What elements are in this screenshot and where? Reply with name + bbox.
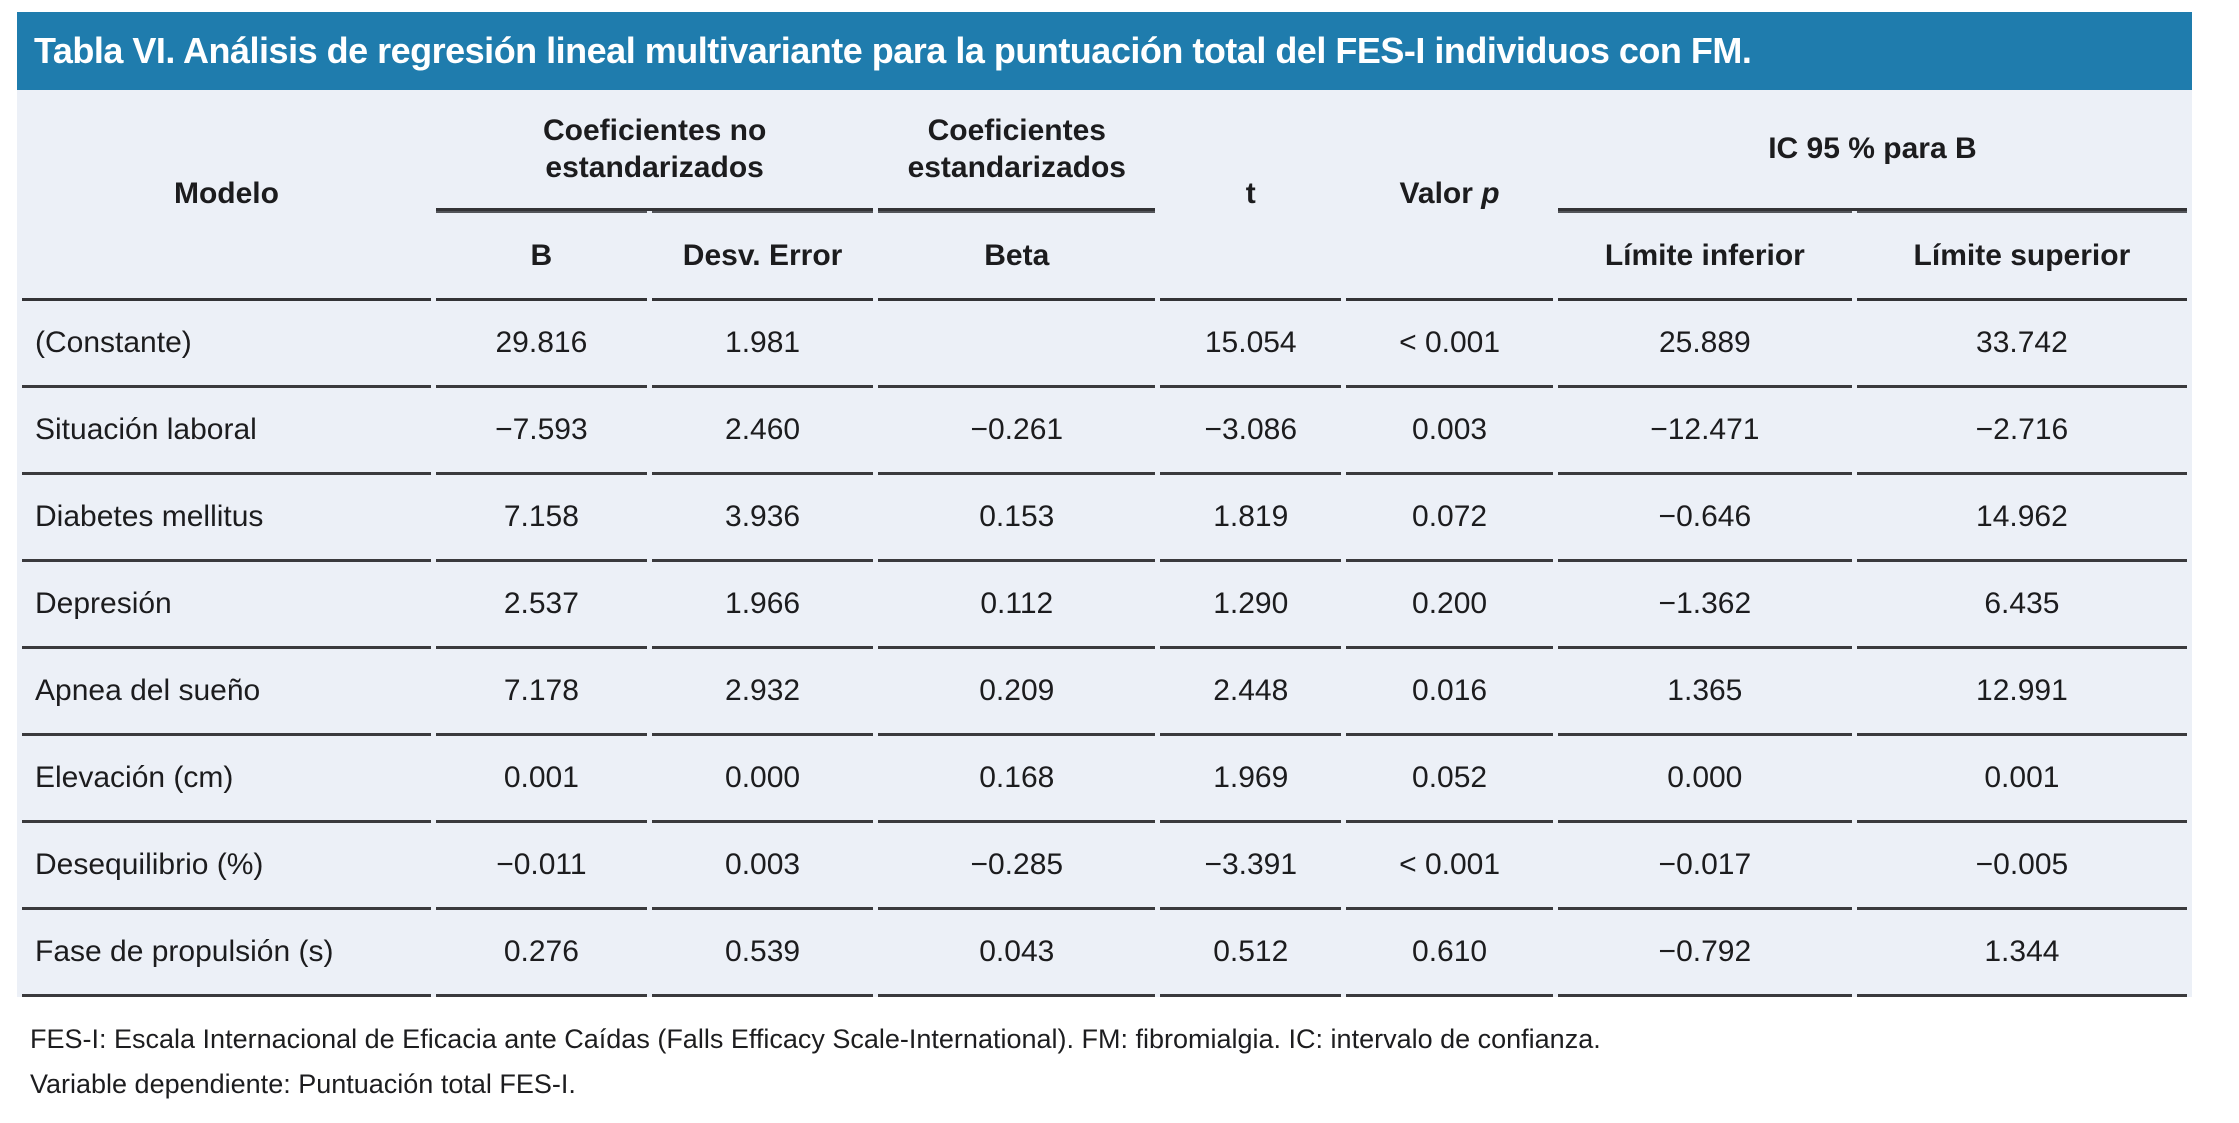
cell-beta: 0.168	[878, 736, 1156, 823]
cell-valor-p: < 0.001	[1346, 301, 1553, 388]
cell-modelo: Apnea del sueño	[22, 649, 431, 736]
header-limite-superior: Límite superior	[1856, 211, 2187, 301]
table-body: (Constante) 29.816 1.981 15.054 < 0.001 …	[22, 301, 2187, 997]
cell-desv-error: 0.000	[651, 736, 874, 823]
table-footnotes: FES-I: Escala Internacional de Eficacia …	[17, 1017, 2192, 1107]
cell-b: −0.011	[435, 823, 647, 910]
cell-limite-inferior: 25.889	[1557, 301, 1852, 388]
header-valor-p: Valor p	[1346, 90, 1553, 301]
cell-modelo: Fase de propulsión (s)	[22, 910, 431, 997]
header-desv-error: Desv. Error	[651, 211, 874, 301]
cell-beta: 0.043	[878, 910, 1156, 997]
cell-t: 1.290	[1160, 562, 1342, 649]
cell-valor-p: 0.200	[1346, 562, 1553, 649]
footnote-abbreviations: FES-I: Escala Internacional de Eficacia …	[30, 1024, 1601, 1054]
cell-modelo: Depresión	[22, 562, 431, 649]
cell-limite-superior: −2.716	[1856, 388, 2187, 475]
cell-valor-p: 0.003	[1346, 388, 1553, 475]
cell-b: 7.178	[435, 649, 647, 736]
table-title: Tabla VI. Análisis de regresión lineal m…	[34, 30, 1752, 71]
cell-b: −7.593	[435, 388, 647, 475]
cell-beta	[878, 301, 1156, 388]
cell-modelo: (Constante)	[22, 301, 431, 388]
cell-limite-superior: 14.962	[1856, 475, 2187, 562]
footnote-dependent-variable: Variable dependiente: Puntuación total F…	[30, 1069, 576, 1099]
cell-valor-p: < 0.001	[1346, 823, 1553, 910]
cell-valor-p: 0.052	[1346, 736, 1553, 823]
header-beta: Beta	[878, 211, 1156, 301]
cell-t: 1.819	[1160, 475, 1342, 562]
cell-limite-inferior: 1.365	[1557, 649, 1852, 736]
cell-b: 29.816	[435, 301, 647, 388]
cell-limite-superior: 0.001	[1856, 736, 2187, 823]
cell-desv-error: 1.966	[651, 562, 874, 649]
cell-limite-superior: 33.742	[1856, 301, 2187, 388]
table-row: (Constante) 29.816 1.981 15.054 < 0.001 …	[22, 301, 2187, 388]
table-title-bar: Tabla VI. Análisis de regresión lineal m…	[17, 12, 2192, 90]
cell-limite-inferior: −1.362	[1557, 562, 1852, 649]
cell-t: 1.969	[1160, 736, 1342, 823]
cell-limite-inferior: −0.017	[1557, 823, 1852, 910]
table-row: Situación laboral −7.593 2.460 −0.261 −3…	[22, 388, 2187, 475]
cell-t: 15.054	[1160, 301, 1342, 388]
cell-beta: 0.153	[878, 475, 1156, 562]
cell-t: −3.086	[1160, 388, 1342, 475]
header-ic95-para-b: IC 95 % para B	[1557, 90, 2187, 211]
table-row: Apnea del sueño 7.178 2.932 0.209 2.448 …	[22, 649, 2187, 736]
cell-desv-error: 3.936	[651, 475, 874, 562]
cell-valor-p: 0.072	[1346, 475, 1553, 562]
cell-b: 2.537	[435, 562, 647, 649]
header-b: B	[435, 211, 647, 301]
cell-limite-superior: 12.991	[1856, 649, 2187, 736]
cell-t: 0.512	[1160, 910, 1342, 997]
table-row: Depresión 2.537 1.966 0.112 1.290 0.200 …	[22, 562, 2187, 649]
table-row: Fase de propulsión (s) 0.276 0.539 0.043…	[22, 910, 2187, 997]
cell-b: 7.158	[435, 475, 647, 562]
cell-desv-error: 0.003	[651, 823, 874, 910]
header-limite-inferior: Límite inferior	[1557, 211, 1852, 301]
cell-valor-p: 0.610	[1346, 910, 1553, 997]
table-row: Diabetes mellitus 7.158 3.936 0.153 1.81…	[22, 475, 2187, 562]
header-modelo: Modelo	[22, 90, 431, 301]
cell-modelo: Diabetes mellitus	[22, 475, 431, 562]
header-t: t	[1160, 90, 1342, 301]
cell-desv-error: 1.981	[651, 301, 874, 388]
cell-beta: 0.112	[878, 562, 1156, 649]
regression-table: Modelo Coeficientes no estandarizados Co…	[17, 90, 2192, 997]
cell-limite-inferior: −0.792	[1557, 910, 1852, 997]
cell-desv-error: 2.460	[651, 388, 874, 475]
cell-limite-superior: 6.435	[1856, 562, 2187, 649]
header-group-row: Modelo Coeficientes no estandarizados Co…	[22, 90, 2187, 301]
header-coeficientes-no-estandarizados: Coeficientes no estandarizados	[435, 90, 874, 211]
cell-limite-superior: −0.005	[1856, 823, 2187, 910]
cell-b: 0.276	[435, 910, 647, 997]
table-figure: Tabla VI. Análisis de regresión lineal m…	[17, 12, 2192, 1107]
cell-t: 2.448	[1160, 649, 1342, 736]
header-sub-row: B Desv. Error Beta Límite inferior Límit…	[22, 211, 2187, 301]
cell-limite-inferior: 0.000	[1557, 736, 1852, 823]
cell-desv-error: 2.932	[651, 649, 874, 736]
cell-desv-error: 0.539	[651, 910, 874, 997]
cell-limite-inferior: −12.471	[1557, 388, 1852, 475]
header-coeficientes-estandarizados: Coeficientes estandarizados	[878, 90, 1156, 211]
header-valor-label: Valor	[1399, 177, 1473, 211]
table-row: Elevación (cm) 0.001 0.000 0.168 1.969 0…	[22, 736, 2187, 823]
cell-limite-inferior: −0.646	[1557, 475, 1852, 562]
cell-b: 0.001	[435, 736, 647, 823]
cell-valor-p: 0.016	[1346, 649, 1553, 736]
cell-beta: −0.261	[878, 388, 1156, 475]
cell-modelo: Situación laboral	[22, 388, 431, 475]
header-p-label: p	[1481, 177, 1500, 211]
cell-t: −3.391	[1160, 823, 1342, 910]
cell-modelo: Elevación (cm)	[22, 736, 431, 823]
cell-beta: −0.285	[878, 823, 1156, 910]
table-row: Desequilibrio (%) −0.011 0.003 −0.285 −3…	[22, 823, 2187, 910]
table-header: Modelo Coeficientes no estandarizados Co…	[22, 90, 2187, 301]
cell-beta: 0.209	[878, 649, 1156, 736]
cell-limite-superior: 1.344	[1856, 910, 2187, 997]
cell-modelo: Desequilibrio (%)	[22, 823, 431, 910]
